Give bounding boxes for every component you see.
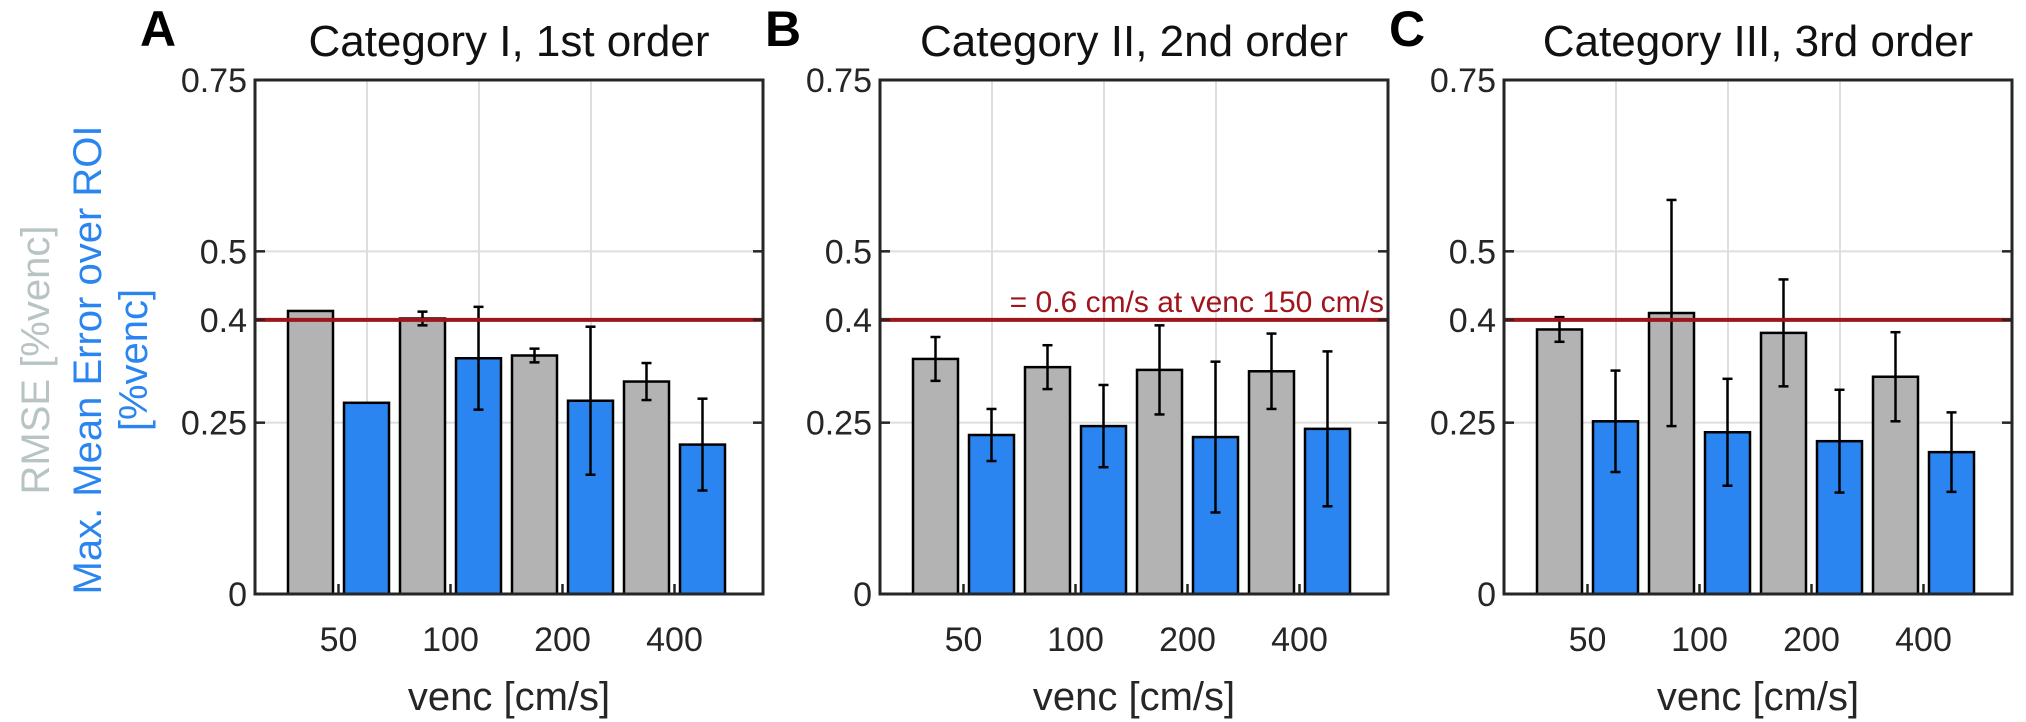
- panel-title: Category I, 1st order: [308, 17, 709, 66]
- y-tick-label: 0.5: [825, 233, 872, 271]
- x-tick-label-200: 200: [534, 621, 591, 659]
- chart-panel-b: = 0.6 cm/s at venc 150 cm/s 0 0.25 0.4 0.5 0.…: [765, 1, 1390, 719]
- x-tick-label-400: 400: [1895, 621, 1952, 659]
- x-tick-label-50: 50: [320, 621, 358, 659]
- x-axis-label: venc [cm/s]: [408, 675, 610, 719]
- error-bar: [1778, 278, 1789, 388]
- plot-frame: [878, 78, 1390, 596]
- rmse-bar-50: [286, 309, 335, 596]
- y-tick-label: 0: [228, 576, 247, 614]
- y-tick-label: 0.25: [806, 405, 872, 443]
- error-bar: [930, 335, 941, 383]
- chart-panel-a: 0 0.25 0.4 0.5 0.75 50 100 200 400 venc [cm/s] Cat…: [140, 1, 765, 719]
- y-tick-label: 0.5: [1449, 233, 1496, 271]
- error-bar: [1890, 330, 1901, 423]
- rmse-bar-50: [1535, 328, 1584, 596]
- y-tick-label: 0.5: [200, 233, 247, 271]
- x-tick-label-400: 400: [646, 621, 703, 659]
- panel-letter: C: [1389, 1, 1425, 57]
- chart-panel-c: 0 0.25 0.4 0.5 0.75 50 100 200 400 venc [cm/s] Cat…: [1389, 1, 2014, 719]
- x-tick-label-400: 400: [1271, 621, 1328, 659]
- y-tick-label: 0.25: [1430, 405, 1496, 443]
- panel-letter: A: [140, 1, 176, 57]
- x-axis-label: venc [cm/s]: [1657, 675, 1859, 719]
- x-tick-label-50: 50: [945, 621, 983, 659]
- ylabel-rmse: RMSE [%venc]: [14, 226, 58, 495]
- x-axis-label: venc [cm/s]: [1033, 675, 1235, 719]
- error-bar: [697, 397, 708, 492]
- y-tick-label: 0.4: [200, 302, 247, 340]
- y-tick-label: 0.75: [1430, 62, 1496, 100]
- error-bar: [641, 361, 652, 402]
- panel-title: Category II, 2nd order: [920, 17, 1348, 66]
- mean-error-bar-100: [1079, 424, 1128, 596]
- error-bar: [529, 347, 540, 364]
- ylabel-mean-error: Max. Mean Error over ROI: [66, 125, 110, 594]
- rmse-bar-200: [510, 354, 559, 596]
- rmse-bar-100: [398, 317, 447, 596]
- y-tick-label: 0: [853, 576, 872, 614]
- plot-frame: [253, 78, 765, 596]
- y-tick-label: 0: [1477, 576, 1496, 614]
- error-bar: [585, 325, 596, 477]
- error-bar: [1098, 383, 1109, 469]
- threshold-label: = 0.6 cm/s at venc 150 cm/s: [1010, 286, 1384, 319]
- rmse-bar-400: [622, 380, 671, 596]
- error-bar: [1210, 360, 1221, 514]
- x-tick-label-50: 50: [1569, 621, 1607, 659]
- x-tick-label-100: 100: [1671, 621, 1728, 659]
- y-tick-label: 0.75: [806, 62, 872, 100]
- x-tick-label-100: 100: [422, 621, 479, 659]
- y-axis-label: RMSE [%venc] Max. Mean Error over ROI [%…: [14, 125, 156, 594]
- panel-title: Category III, 3rd order: [1543, 17, 1973, 66]
- panels: 0 0.25 0.4 0.5 0.75 50 100 200 400 venc [cm/s] Cat…: [140, 1, 2014, 719]
- y-tick-label: 0.25: [181, 405, 247, 443]
- ylabel-mean-error-unit: [%venc]: [112, 289, 156, 431]
- error-bar: [1666, 198, 1677, 428]
- error-bar: [986, 407, 997, 463]
- x-tick-label-200: 200: [1159, 621, 1216, 659]
- x-tick-label-100: 100: [1047, 621, 1104, 659]
- y-tick-label: 0.4: [825, 302, 872, 340]
- y-tick-label: 0.4: [1449, 302, 1496, 340]
- error-bar: [1042, 343, 1053, 391]
- error-bar: [1834, 388, 1845, 494]
- y-tick-label: 0.75: [181, 62, 247, 100]
- x-tick-label-200: 200: [1783, 621, 1840, 659]
- error-bar: [1322, 350, 1333, 508]
- error-bar: [1946, 411, 1957, 494]
- plot-frame: [1502, 78, 2014, 596]
- error-bar: [1722, 377, 1733, 487]
- rmse-bar-100: [1023, 365, 1072, 596]
- error-bar: [1266, 332, 1277, 411]
- panel-letter: B: [765, 1, 801, 57]
- error-bar: [1610, 369, 1621, 474]
- mean-error-bar-50: [342, 401, 391, 596]
- error-bar: [1154, 324, 1165, 416]
- error-bar: [473, 305, 484, 411]
- rmse-bar-50: [911, 357, 960, 596]
